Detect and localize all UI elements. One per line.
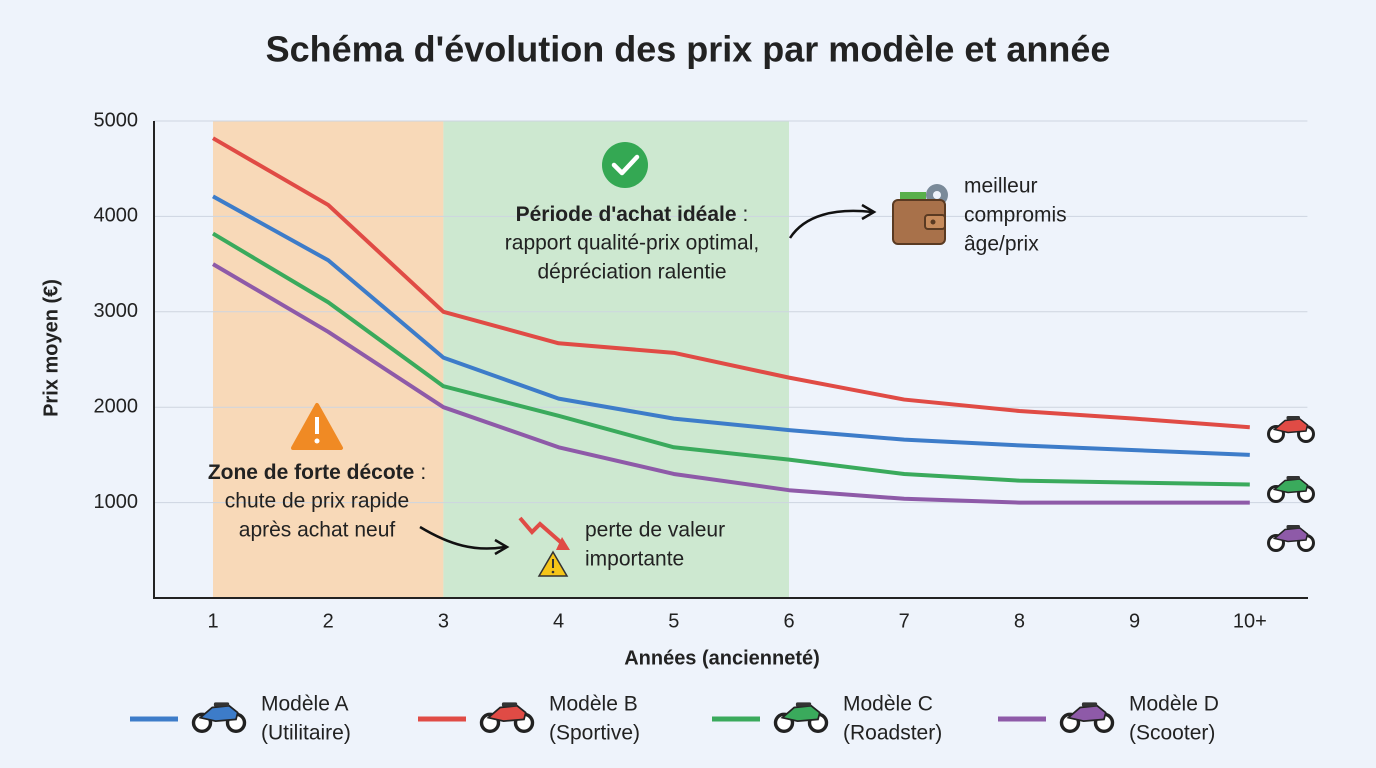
seat	[1286, 476, 1300, 480]
heading: Zone de forte décote	[208, 461, 415, 484]
check-icon	[602, 142, 648, 188]
body	[1066, 704, 1107, 722]
vehicle-icon	[1267, 416, 1315, 443]
trend-icon	[518, 516, 570, 577]
x-tick-label: 3	[438, 610, 449, 632]
annotation-line: après achat neuf	[239, 519, 396, 542]
y-tick-label: 5000	[94, 109, 139, 131]
seat	[501, 702, 518, 707]
annotation-line: chute de prix rapide	[225, 490, 409, 513]
y-tick-label: 1000	[94, 491, 139, 513]
annotation-line: rapport qualité-prix optimal,	[505, 232, 759, 255]
grid	[154, 120, 1308, 504]
chart-title: Schéma d'évolution des prix par modèle e…	[266, 29, 1111, 70]
legend-label: Modèle D	[1129, 693, 1219, 716]
series-line	[212, 194, 1250, 457]
legend-sublabel: (Sportive)	[549, 722, 640, 745]
series-line	[211, 136, 1250, 430]
zone	[443, 121, 789, 598]
y-tick-label: 4000	[94, 205, 139, 227]
x-tick-label: 4	[553, 610, 564, 632]
annotation-line: perte de valeur	[585, 519, 725, 542]
y-tick-label: 3000	[94, 300, 139, 322]
seat	[1286, 416, 1300, 420]
wallet-icon	[892, 184, 948, 245]
body	[1272, 478, 1309, 494]
vehicle-icon	[191, 702, 247, 734]
annotation-line: âge/prix	[964, 233, 1039, 256]
x-tick-label: 8	[1014, 610, 1025, 632]
y-axis-title: Prix moyen (€)	[40, 279, 62, 417]
legend-label: Modèle B	[549, 693, 638, 716]
annotation-heading: Zone de forte décote:	[208, 461, 426, 484]
heading-end: :	[743, 203, 749, 226]
seat	[795, 702, 812, 707]
vehicle-icon	[773, 702, 829, 734]
legend-sublabel: (Roadster)	[843, 722, 942, 745]
x-tick-label: 6	[783, 610, 794, 632]
lines	[211, 136, 1250, 505]
vehicle-icon	[1267, 476, 1315, 503]
legend-label: Modèle C	[843, 693, 933, 716]
annotation-line: importante	[585, 548, 684, 571]
seat	[1286, 525, 1300, 529]
x-tick-label: 5	[668, 610, 679, 632]
arrow	[419, 525, 506, 550]
warning-icon	[291, 403, 343, 450]
series-line	[211, 231, 1250, 487]
body	[1272, 527, 1309, 543]
body	[780, 704, 821, 722]
body	[486, 704, 527, 722]
x-axis-title: Années (ancienneté)	[624, 647, 820, 669]
body	[198, 704, 239, 722]
arrow-head	[494, 538, 510, 556]
legend: Modèle A (Utilitaire) Modèle B (Sportive) Mo…	[130, 693, 1219, 745]
series-line	[211, 262, 1250, 505]
annotation-line: meilleur	[964, 175, 1038, 198]
arrow	[788, 209, 873, 239]
x-tick-label: 2	[323, 610, 334, 632]
x-tick-label: 7	[899, 610, 910, 632]
x-tick-label: 1	[207, 610, 218, 632]
legend-label: Modèle A	[261, 693, 349, 716]
vehicle-icon	[1059, 702, 1115, 734]
x-tick-label: 10+	[1233, 610, 1267, 632]
y-tick-label: 2000	[94, 395, 139, 417]
annotation-line: compromis	[964, 204, 1067, 227]
annotation-line: dépréciation ralentie	[537, 261, 726, 284]
legend-sublabel: (Utilitaire)	[261, 722, 351, 745]
heading: Période d'achat idéale	[516, 203, 737, 226]
seat	[1081, 702, 1098, 707]
seat	[213, 702, 230, 707]
vehicle-icon	[479, 702, 535, 734]
arrow-head	[861, 203, 877, 221]
annotation-heading: Période d'achat idéale:	[516, 203, 749, 226]
vehicle-icon	[1267, 525, 1315, 552]
legend-sublabel: (Scooter)	[1129, 722, 1215, 745]
body	[1272, 418, 1309, 434]
annotations: Zone de forte décote: chute de prix rapid…	[208, 175, 1067, 571]
heading-end: :	[420, 461, 426, 484]
x-tick-label: 9	[1129, 610, 1140, 632]
